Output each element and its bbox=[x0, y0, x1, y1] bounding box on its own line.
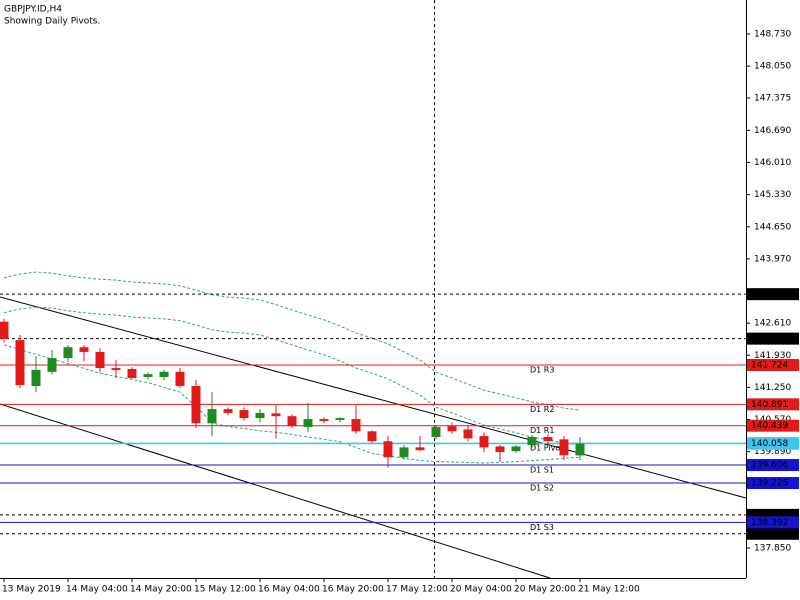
price-tag-label: 143.223 bbox=[751, 290, 788, 300]
price-tag-label: 138.551 bbox=[751, 510, 788, 520]
candle-body bbox=[175, 371, 185, 386]
chart-subtitle: Showing Daily Pivots. bbox=[4, 17, 100, 27]
price-tag-label: 139.225 bbox=[751, 479, 788, 489]
price-tag bbox=[747, 419, 799, 432]
y-tick-label: 144.650 bbox=[754, 222, 791, 232]
candle-body bbox=[191, 385, 201, 424]
candle-body bbox=[383, 441, 393, 458]
candle-body bbox=[63, 347, 73, 359]
candle-body bbox=[399, 447, 409, 458]
candle-body bbox=[79, 347, 89, 352]
price-tag bbox=[747, 516, 799, 529]
candle-body bbox=[207, 409, 217, 424]
candle-body bbox=[127, 368, 137, 378]
y-tick-label: 141.930 bbox=[754, 351, 791, 361]
y-tick-label: 142.610 bbox=[754, 319, 791, 329]
candle-body bbox=[223, 409, 233, 413]
price-tag-label: 140.439 bbox=[751, 421, 788, 431]
candle-body bbox=[367, 431, 377, 442]
pivot-label: D1 S2 bbox=[530, 484, 554, 493]
trend-line bbox=[0, 296, 747, 499]
x-tick-label: 20 May 20:00 bbox=[514, 585, 576, 595]
trend-line bbox=[0, 403, 551, 579]
price-tag-label: 140.891 bbox=[751, 400, 788, 410]
candle-body bbox=[431, 427, 441, 437]
indicator-line bbox=[3, 306, 581, 446]
candle-body bbox=[351, 419, 361, 432]
x-tick-label: 20 May 04:00 bbox=[450, 585, 512, 595]
y-tick-label: 145.330 bbox=[754, 190, 791, 200]
candle-body bbox=[575, 443, 585, 456]
candle-body bbox=[255, 412, 265, 419]
candle-body bbox=[543, 436, 553, 442]
candle-body bbox=[31, 369, 41, 386]
candle-body bbox=[239, 410, 249, 419]
candle-body bbox=[111, 368, 121, 370]
candle-body bbox=[0, 321, 9, 339]
x-tick-label: 13 May 2019 bbox=[2, 585, 61, 595]
price-tag-label: 138.392 bbox=[751, 518, 788, 528]
candle-body bbox=[143, 374, 153, 377]
candle-body bbox=[95, 351, 105, 369]
candle-body bbox=[47, 358, 57, 372]
y-tick-label: 147.375 bbox=[754, 94, 791, 104]
price-tag bbox=[747, 358, 799, 371]
y-tick-label: 137.850 bbox=[754, 544, 791, 554]
price-tag bbox=[747, 398, 799, 411]
y-tick-label: 146.010 bbox=[754, 158, 791, 168]
candle-body bbox=[271, 413, 281, 417]
candle-body bbox=[415, 447, 425, 451]
price-tag-label: 142.282 bbox=[751, 334, 788, 344]
x-tick-label: 21 May 12:00 bbox=[578, 585, 640, 595]
price-tag bbox=[747, 437, 799, 450]
candle-body bbox=[527, 436, 537, 446]
candle-body bbox=[559, 439, 569, 456]
pivot-label: D1 S3 bbox=[530, 523, 554, 532]
candle-body bbox=[447, 426, 457, 432]
candle-body bbox=[319, 419, 329, 421]
pivot-label: D1 R2 bbox=[530, 405, 554, 414]
pivot-label: D1 R1 bbox=[530, 426, 554, 435]
x-tick-label: 17 May 12:00 bbox=[386, 585, 448, 595]
candle-body bbox=[335, 418, 345, 420]
price-tag-label: 140.058 bbox=[751, 439, 788, 449]
y-tick-label: 139.890 bbox=[754, 447, 791, 457]
price-tag bbox=[747, 527, 799, 540]
price-tag-label: 139.606 bbox=[751, 461, 788, 471]
candle-body bbox=[287, 416, 297, 427]
candle-body bbox=[495, 446, 505, 453]
candle-body bbox=[463, 429, 473, 439]
y-tick-label: 148.050 bbox=[754, 62, 791, 72]
y-tick-label: 143.970 bbox=[754, 254, 791, 264]
x-tick-label: 14 May 04:00 bbox=[66, 585, 128, 595]
chart-title: GBPJPY.ID,H4 bbox=[4, 5, 62, 15]
pivot-label: D1 Pivot bbox=[530, 444, 563, 453]
price-tag bbox=[747, 477, 799, 490]
candle-body bbox=[159, 371, 169, 377]
price-tag bbox=[747, 459, 799, 472]
x-tick-label: 16 May 04:00 bbox=[258, 585, 320, 595]
x-tick-label: 16 May 20:00 bbox=[322, 585, 384, 595]
x-tick-label: 15 May 12:00 bbox=[194, 585, 256, 595]
indicator-line bbox=[3, 344, 581, 464]
candle-body bbox=[511, 446, 521, 452]
indicator-line bbox=[3, 271, 581, 411]
x-tick-label: 14 May 20:00 bbox=[130, 585, 192, 595]
candle-body bbox=[479, 436, 489, 448]
y-tick-label: 141.250 bbox=[754, 383, 791, 393]
price-tag bbox=[747, 288, 799, 301]
y-tick-label: 146.690 bbox=[754, 126, 791, 136]
price-tag-label: 141.724 bbox=[751, 360, 788, 370]
price-tag-label: 138.151 bbox=[751, 529, 788, 539]
pivot-label: D1 S1 bbox=[530, 466, 554, 475]
candle-body bbox=[303, 419, 313, 428]
pivot-label: D1 R3 bbox=[530, 365, 554, 374]
price-tag bbox=[747, 332, 799, 345]
y-tick-label: 148.730 bbox=[754, 30, 791, 40]
candle-body bbox=[15, 340, 25, 386]
